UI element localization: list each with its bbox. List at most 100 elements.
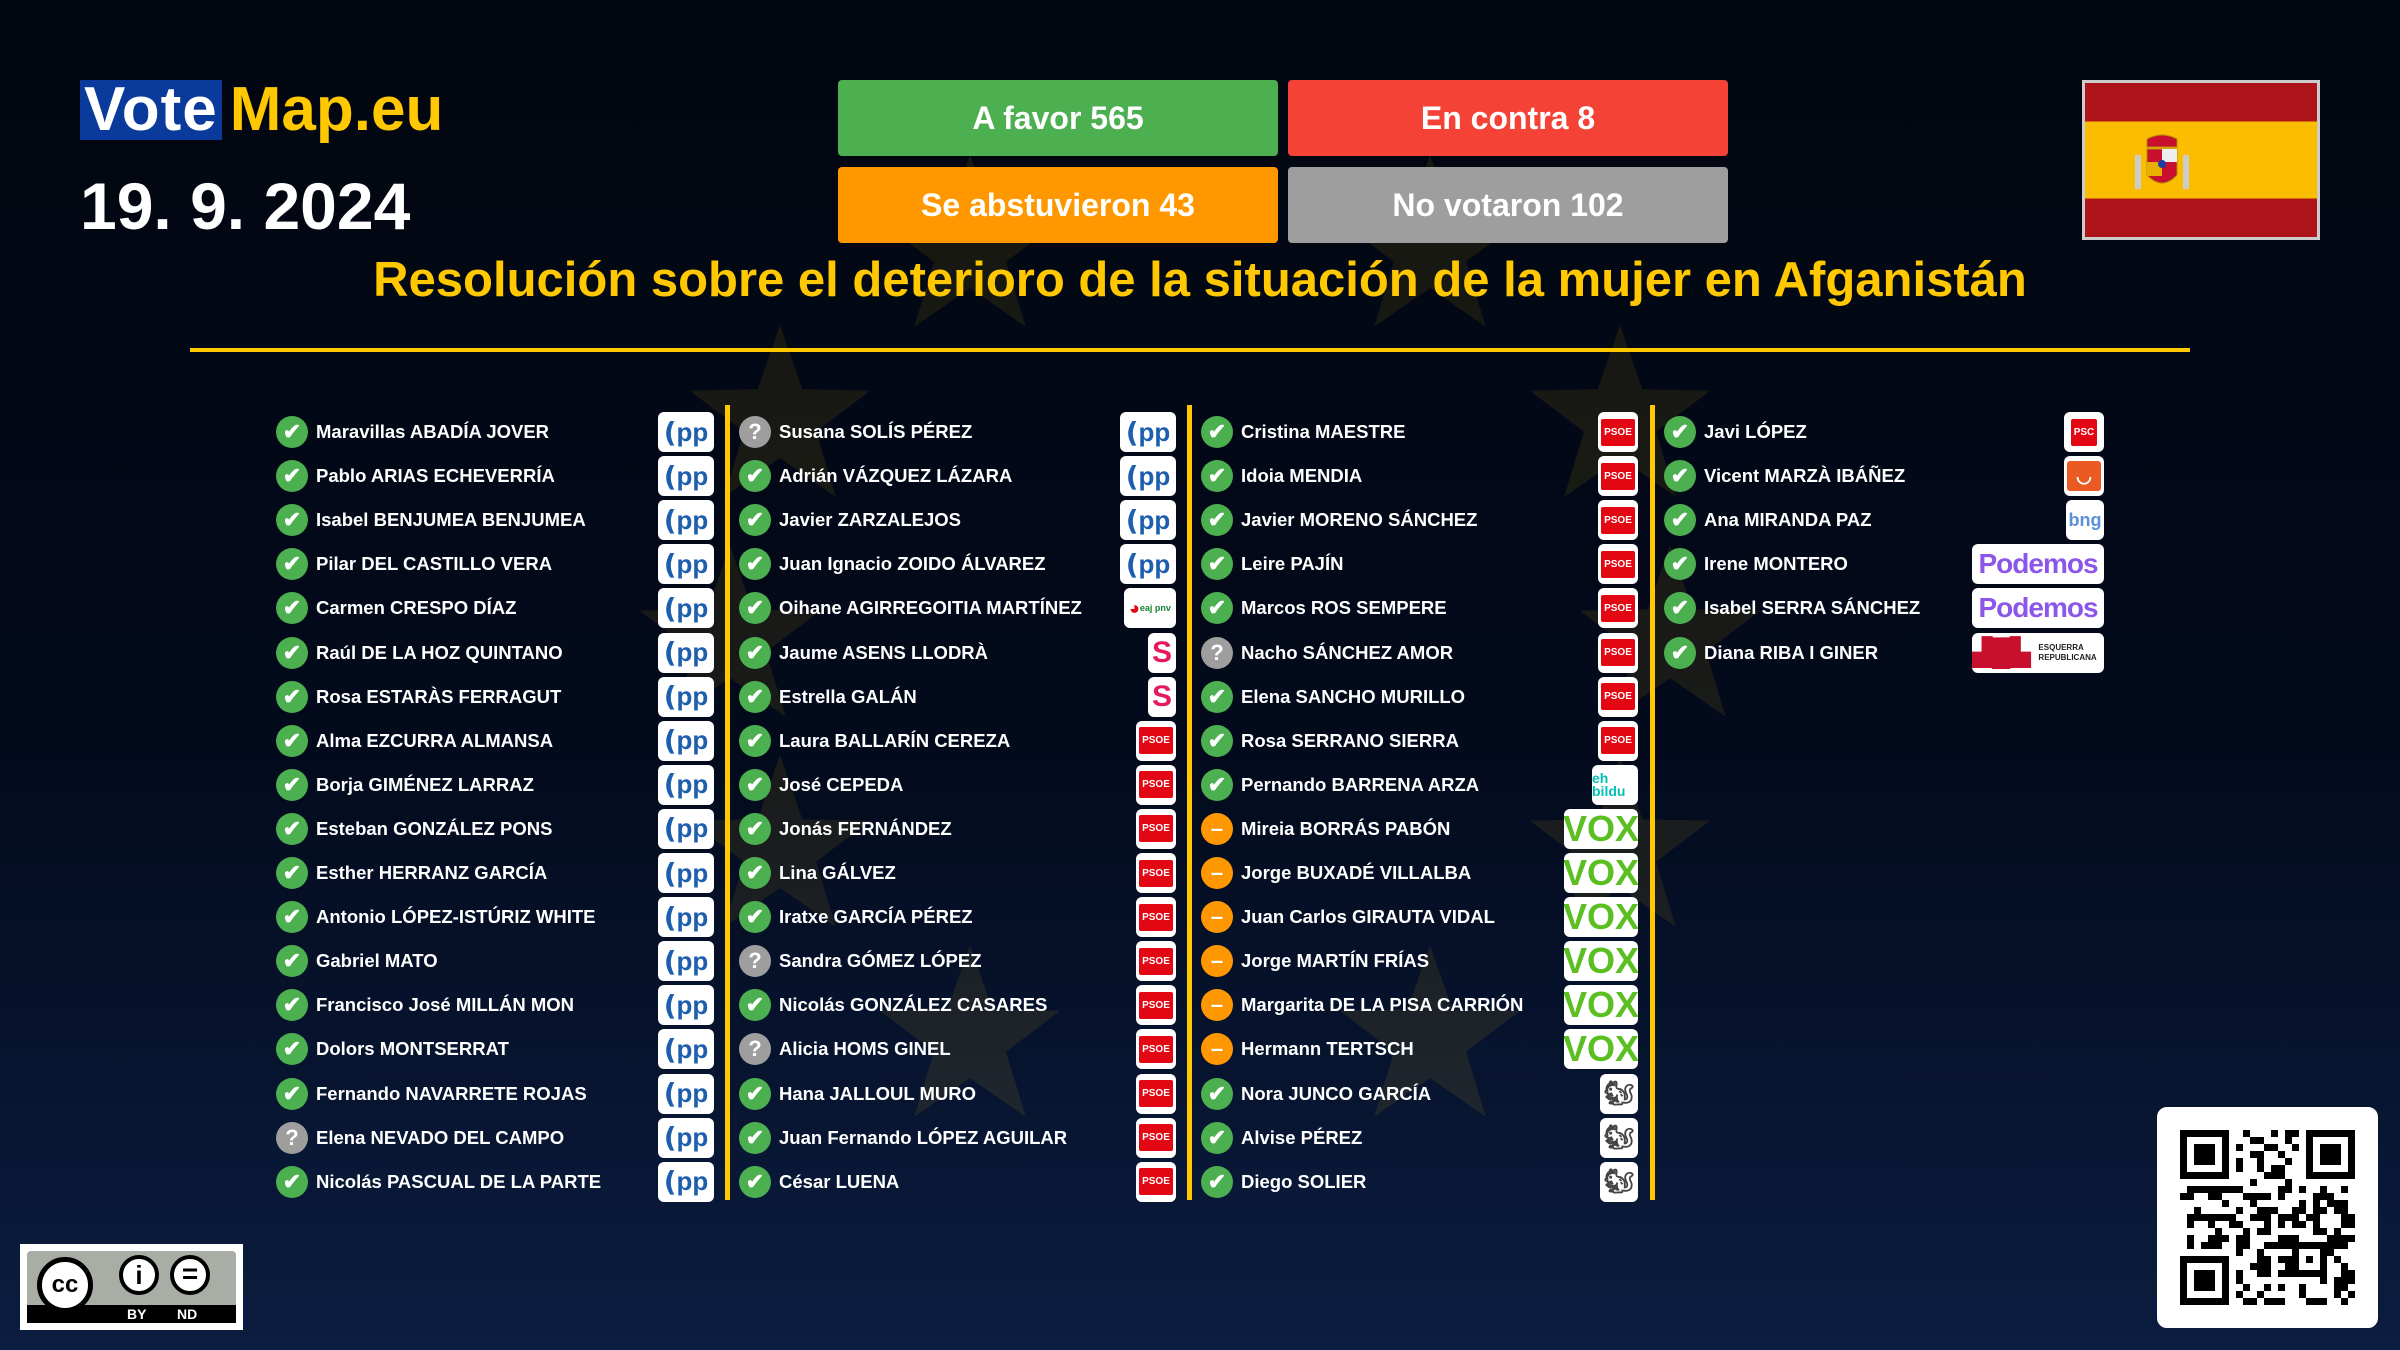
mep-row[interactable]: ? Alicia HOMS GINEL PSOE bbox=[725, 1027, 1176, 1071]
mep-row[interactable]: ✔ Javier ZARZALEJOS (pp bbox=[725, 498, 1176, 542]
vote-for-icon: ✔ bbox=[276, 1033, 308, 1066]
cc-by-nd-license-badge[interactable]: cc i = BY ND bbox=[20, 1244, 243, 1330]
mep-column-3: ✔ Cristina MAESTRE PSOE ✔ Idoia MENDIA PSOE ✔ J… bbox=[1187, 405, 1638, 1202]
mep-name: Alicia HOMS GINEL bbox=[779, 1038, 951, 1060]
mep-row[interactable]: ✔ Irene MONTERO Podemos bbox=[1650, 542, 2104, 586]
mep-row[interactable]: ✔ Rosa ESTARÀS FERRAGUT (pp bbox=[262, 675, 714, 719]
pp-logo: (pp bbox=[658, 632, 714, 673]
mep-row[interactable]: ✔ Javier MORENO SÁNCHEZ PSOE bbox=[1187, 498, 1638, 542]
psoe-logo: PSOE bbox=[1598, 676, 1638, 717]
mep-name: Dolors MONTSERRAT bbox=[316, 1038, 509, 1060]
mep-name: Cristina MAESTRE bbox=[1241, 421, 1406, 442]
mep-row[interactable]: ✔ Idoia MENDIA PSOE bbox=[1187, 454, 1638, 498]
psc-logo: PSC bbox=[2064, 412, 2104, 452]
pp-logo: (pp bbox=[658, 588, 714, 629]
mep-row[interactable]: ✔ Lina GÁLVEZ PSOE bbox=[725, 851, 1176, 895]
mep-row[interactable]: ✔ Oihane AGIRREGOITIA MARTÍNEZ ◕ eaj pnv bbox=[725, 586, 1176, 630]
mep-row[interactable]: ✔ Estrella GALÁN S bbox=[725, 675, 1176, 719]
mep-row[interactable]: ✔ Cristina MAESTRE PSOE bbox=[1187, 410, 1638, 454]
mep-row[interactable]: ✔ Pablo ARIAS ECHEVERRÍA (pp bbox=[262, 454, 714, 498]
mep-row[interactable]: ✔ Nicolás GONZÁLEZ CASARES PSOE bbox=[725, 983, 1176, 1027]
vote-for-icon: ✔ bbox=[1201, 724, 1233, 757]
mep-row[interactable]: ✔ Rosa SERRANO SIERRA PSOE bbox=[1187, 719, 1638, 763]
mep-row[interactable]: ? Sandra GÓMEZ LÓPEZ PSOE bbox=[725, 939, 1176, 983]
vote-for-icon: ✔ bbox=[1201, 592, 1233, 625]
salf-logo: 🐿 bbox=[1600, 1073, 1638, 1114]
mep-row[interactable]: ✔ Gabriel MATO (pp bbox=[262, 939, 714, 983]
mep-row[interactable]: ✔ Maravillas ABADÍA JOVER (pp bbox=[262, 410, 714, 454]
mep-row[interactable]: – Margarita DE LA PISA CARRIÓN VOX bbox=[1187, 983, 1638, 1027]
vote-for-icon: ✔ bbox=[739, 724, 771, 757]
mep-row[interactable]: ✔ Javi LÓPEZ PSC bbox=[1650, 410, 2104, 454]
mep-row[interactable]: – Juan Carlos GIRAUTA VIDAL VOX bbox=[1187, 895, 1638, 939]
against-total: En contra 8 bbox=[1288, 80, 1728, 156]
mep-row[interactable]: ✔ José CEPEDA PSOE bbox=[725, 763, 1176, 807]
mep-row[interactable]: – Hermann TERTSCH VOX bbox=[1187, 1027, 1638, 1071]
mep-row[interactable]: ✔ Elena SANCHO MURILLO PSOE bbox=[1187, 675, 1638, 719]
mep-name: Pilar DEL CASTILLO VERA bbox=[316, 553, 553, 575]
mep-row[interactable]: ✔ Leire PAJÍN PSOE bbox=[1187, 542, 1638, 586]
pp-logo: (pp bbox=[658, 676, 714, 717]
mep-name: Pernando BARRENA ARZA bbox=[1241, 773, 1480, 795]
mep-row[interactable]: ✔ Jonás FERNÁNDEZ PSOE bbox=[725, 807, 1176, 851]
mep-row[interactable]: – Mireia BORRÁS PABÓN VOX bbox=[1187, 807, 1638, 851]
mep-row[interactable]: ✔ Antonio LÓPEZ-ISTÚRIZ WHITE (pp bbox=[262, 895, 714, 939]
pp-logo: (pp bbox=[658, 500, 714, 541]
mep-row[interactable]: ✔ Pernando BARRENA ARZA eh bildu bbox=[1187, 763, 1638, 807]
mep-row[interactable]: ✔ Juan Fernando LÓPEZ AGUILAR PSOE bbox=[725, 1116, 1176, 1160]
mep-row[interactable]: ✔ Dolors MONTSERRAT (pp bbox=[262, 1027, 714, 1071]
mep-row[interactable]: ✔ Isabel SERRA SÁNCHEZ Podemos bbox=[1650, 586, 2104, 630]
pp-logo: (pp bbox=[658, 1073, 714, 1114]
mep-row[interactable]: ✔ Esther HERRANZ GARCÍA (pp bbox=[262, 851, 714, 895]
pp-logo: (pp bbox=[658, 808, 714, 849]
mep-row[interactable]: ? Elena NEVADO DEL CAMPO (pp bbox=[262, 1116, 714, 1160]
vote-for-icon: ✔ bbox=[276, 636, 308, 669]
mep-row[interactable]: ✔ Esteban GONZÁLEZ PONS (pp bbox=[262, 807, 714, 851]
vote-for-icon: ✔ bbox=[276, 1165, 308, 1198]
mep-row[interactable]: ✔ Marcos ROS SEMPERE PSOE bbox=[1187, 586, 1638, 630]
mep-row[interactable]: ✔ Juan Ignacio ZOIDO ÁLVAREZ (pp bbox=[725, 542, 1176, 586]
mep-name: Esteban GONZÁLEZ PONS bbox=[316, 817, 553, 839]
mep-name: Juan Fernando LÓPEZ AGUILAR bbox=[779, 1126, 1068, 1148]
mep-row[interactable]: ✔ Diego SOLIER 🐿 bbox=[1187, 1160, 1638, 1204]
mep-row[interactable]: ✔ César LUENA PSOE bbox=[725, 1160, 1176, 1204]
psoe-logo: PSOE bbox=[1598, 500, 1638, 541]
eaj-pnv-logo: ◕ eaj pnv bbox=[1124, 588, 1176, 629]
votemap-logo[interactable]: Vote Map.eu bbox=[80, 75, 444, 144]
mep-row[interactable]: ? Susana SOLÍS PÉREZ (pp bbox=[725, 410, 1176, 454]
mep-row[interactable]: ? Nacho SÁNCHEZ AMOR PSOE bbox=[1187, 631, 1638, 675]
mep-row[interactable]: ✔ Nicolás PASCUAL DE LA PARTE (pp bbox=[262, 1160, 714, 1204]
mep-row[interactable]: ✔ Pilar DEL CASTILLO VERA (pp bbox=[262, 542, 714, 586]
mep-row[interactable]: ✔ Isabel BENJUMEA BENJUMEA (pp bbox=[262, 498, 714, 542]
vote-for-icon: ✔ bbox=[739, 460, 771, 493]
vote-for-icon: ✔ bbox=[276, 460, 308, 493]
mep-name: Laura BALLARÍN CEREZA bbox=[779, 729, 1011, 751]
mep-row[interactable]: – Jorge BUXADÉ VILLALBA VOX bbox=[1187, 851, 1638, 895]
mep-row[interactable]: ✔ Diana RIBA I GINER ▟█▙ ESQUERRA REPUBLICA… bbox=[1650, 631, 2104, 675]
mep-row[interactable]: ✔ Borja GIMÉNEZ LARRAZ (pp bbox=[262, 763, 714, 807]
mep-row[interactable]: ✔ Jaume ASENS LLODRÀ S bbox=[725, 631, 1176, 675]
mep-row[interactable]: ✔ Francisco José MILLÁN MON (pp bbox=[262, 983, 714, 1027]
mep-name: Elena NEVADO DEL CAMPO bbox=[316, 1126, 565, 1148]
mep-row[interactable]: ✔ Carmen CRESPO DÍAZ (pp bbox=[262, 586, 714, 630]
mep-row[interactable]: ✔ Alvise PÉREZ 🐿 bbox=[1187, 1116, 1638, 1160]
vote-for-icon: ✔ bbox=[1664, 504, 1696, 537]
mep-row[interactable]: ✔ Nora JUNCO GARCÍA 🐿 bbox=[1187, 1072, 1638, 1116]
mep-name: Rosa ESTARÀS FERRAGUT bbox=[316, 685, 562, 707]
logo-map: Map.eu bbox=[229, 75, 444, 144]
mep-row[interactable]: ✔ Ana MIRANDA PAZ bng bbox=[1650, 498, 2104, 542]
mep-row[interactable]: – Jorge MARTÍN FRÍAS VOX bbox=[1187, 939, 1638, 983]
star-shape bbox=[1339, 945, 1521, 1117]
mep-row[interactable]: ✔ Alma EZCURRA ALMANSA (pp bbox=[262, 719, 714, 763]
mep-row[interactable]: ✔ Hana JALLOUL MURO PSOE bbox=[725, 1072, 1176, 1116]
qr-code[interactable] bbox=[2157, 1107, 2378, 1328]
mep-row[interactable]: ✔ Iratxe GARCÍA PÉREZ PSOE bbox=[725, 895, 1176, 939]
mep-row[interactable]: ✔ Fernando NAVARRETE ROJAS (pp bbox=[262, 1072, 714, 1116]
mep-column-2: ? Susana SOLÍS PÉREZ (pp ✔ Adrián VÁZQUEZ LÁ… bbox=[725, 405, 1176, 1202]
mep-row[interactable]: ✔ Adrián VÁZQUEZ LÁZARA (pp bbox=[725, 454, 1176, 498]
mep-row[interactable]: ✔ Laura BALLARÍN CEREZA PSOE bbox=[725, 719, 1176, 763]
mep-row[interactable]: ✔ Raúl DE LA HOZ QUINTANO (pp bbox=[262, 631, 714, 675]
mep-column-1: ✔ Maravillas ABADÍA JOVER (pp ✔ Pablo ARIAS … bbox=[262, 405, 714, 1202]
vote-for-icon: ✔ bbox=[739, 901, 771, 934]
mep-row[interactable]: ✔ Vicent MARZÀ IBÁÑEZ ◡ bbox=[1650, 454, 2104, 498]
